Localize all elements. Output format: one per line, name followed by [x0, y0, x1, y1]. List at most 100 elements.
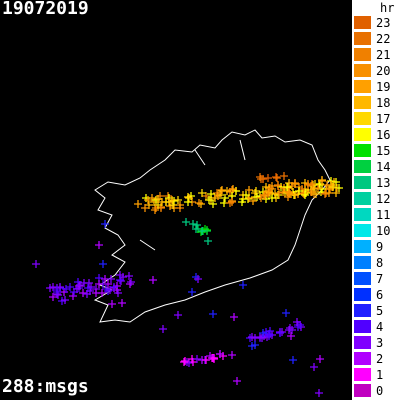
- legend-swatch: [354, 112, 371, 125]
- strike: [152, 196, 160, 204]
- strike: [318, 177, 326, 185]
- strike: [316, 355, 324, 363]
- strikes: [32, 172, 343, 397]
- legend-label: 11: [376, 208, 390, 222]
- legend-swatch: [354, 272, 371, 285]
- legend-label: 1: [376, 368, 383, 382]
- strike: [301, 191, 309, 199]
- strike: [262, 183, 270, 191]
- strike: [332, 178, 340, 186]
- strike: [85, 279, 93, 287]
- strike: [83, 290, 91, 298]
- strike: [264, 190, 272, 198]
- strike: [209, 310, 217, 318]
- strike: [117, 277, 125, 285]
- strike: [286, 190, 294, 198]
- strike: [154, 195, 162, 203]
- legend-swatch: [354, 16, 371, 29]
- strike: [32, 260, 40, 268]
- strike: [335, 184, 343, 192]
- strike: [230, 313, 238, 321]
- legend-label: 8: [376, 256, 383, 270]
- strike: [73, 285, 81, 293]
- legend-label: 3: [376, 336, 383, 350]
- strike: [329, 183, 337, 191]
- strike: [197, 200, 205, 208]
- strike: [252, 187, 260, 195]
- legend-swatch: [354, 48, 371, 61]
- strike: [189, 220, 197, 228]
- strike: [289, 356, 297, 364]
- strike: [274, 181, 282, 189]
- strike: [285, 188, 293, 196]
- strike: [253, 193, 261, 201]
- legend-label: 21: [376, 48, 390, 62]
- strike: [257, 175, 265, 183]
- legend-label: 20: [376, 64, 390, 78]
- strike: [204, 237, 212, 245]
- strike: [276, 329, 284, 337]
- strike: [66, 283, 74, 291]
- strike: [228, 351, 236, 359]
- strike: [223, 187, 231, 195]
- strike: [216, 350, 224, 358]
- legend-swatch: [354, 288, 371, 301]
- legend-swatch: [354, 96, 371, 109]
- strike: [126, 280, 134, 288]
- strike: [174, 196, 182, 204]
- strike: [192, 225, 200, 233]
- strike: [248, 342, 256, 350]
- coastline: [93, 129, 331, 323]
- strike: [95, 241, 103, 249]
- strike: [198, 227, 206, 235]
- strike: [141, 204, 149, 212]
- strike: [53, 286, 61, 294]
- strike: [239, 281, 247, 289]
- strike: [275, 189, 283, 197]
- strike: [238, 198, 246, 206]
- strike: [264, 174, 272, 182]
- strike: [308, 188, 316, 196]
- strike: [314, 184, 322, 192]
- strike: [169, 201, 177, 209]
- strike: [159, 325, 167, 333]
- strike: [144, 196, 152, 204]
- legend-label: 16: [376, 128, 390, 142]
- strike: [192, 273, 200, 281]
- strike: [323, 181, 331, 189]
- strike: [151, 206, 159, 214]
- strike: [102, 285, 110, 293]
- legend-label: 14: [376, 160, 390, 174]
- strike: [188, 288, 196, 296]
- strike: [218, 186, 226, 194]
- legend-swatch: [354, 256, 371, 269]
- strike: [207, 190, 215, 198]
- legend-swatch: [354, 64, 371, 77]
- strike: [95, 280, 103, 288]
- strike: [116, 276, 124, 284]
- strike: [233, 377, 241, 385]
- strike: [228, 198, 236, 206]
- strike: [110, 283, 118, 291]
- strike: [46, 284, 54, 292]
- strike: [214, 192, 222, 200]
- legend-swatch: [354, 192, 371, 205]
- legend-swatch: [354, 320, 371, 333]
- strike: [266, 327, 274, 335]
- strike: [245, 186, 253, 194]
- legend-swatch: [354, 128, 371, 141]
- strike: [283, 183, 291, 191]
- legend-label: 17: [376, 112, 390, 126]
- legend-label: 0: [376, 384, 383, 398]
- legend-label: 9: [376, 240, 383, 254]
- strike: [293, 318, 301, 326]
- legend-label: 13: [376, 176, 390, 190]
- strike: [284, 184, 292, 192]
- strike: [256, 173, 264, 181]
- strike: [332, 189, 340, 197]
- strike: [104, 287, 112, 295]
- strike: [280, 172, 288, 180]
- strike: [291, 191, 299, 199]
- strike: [62, 285, 70, 293]
